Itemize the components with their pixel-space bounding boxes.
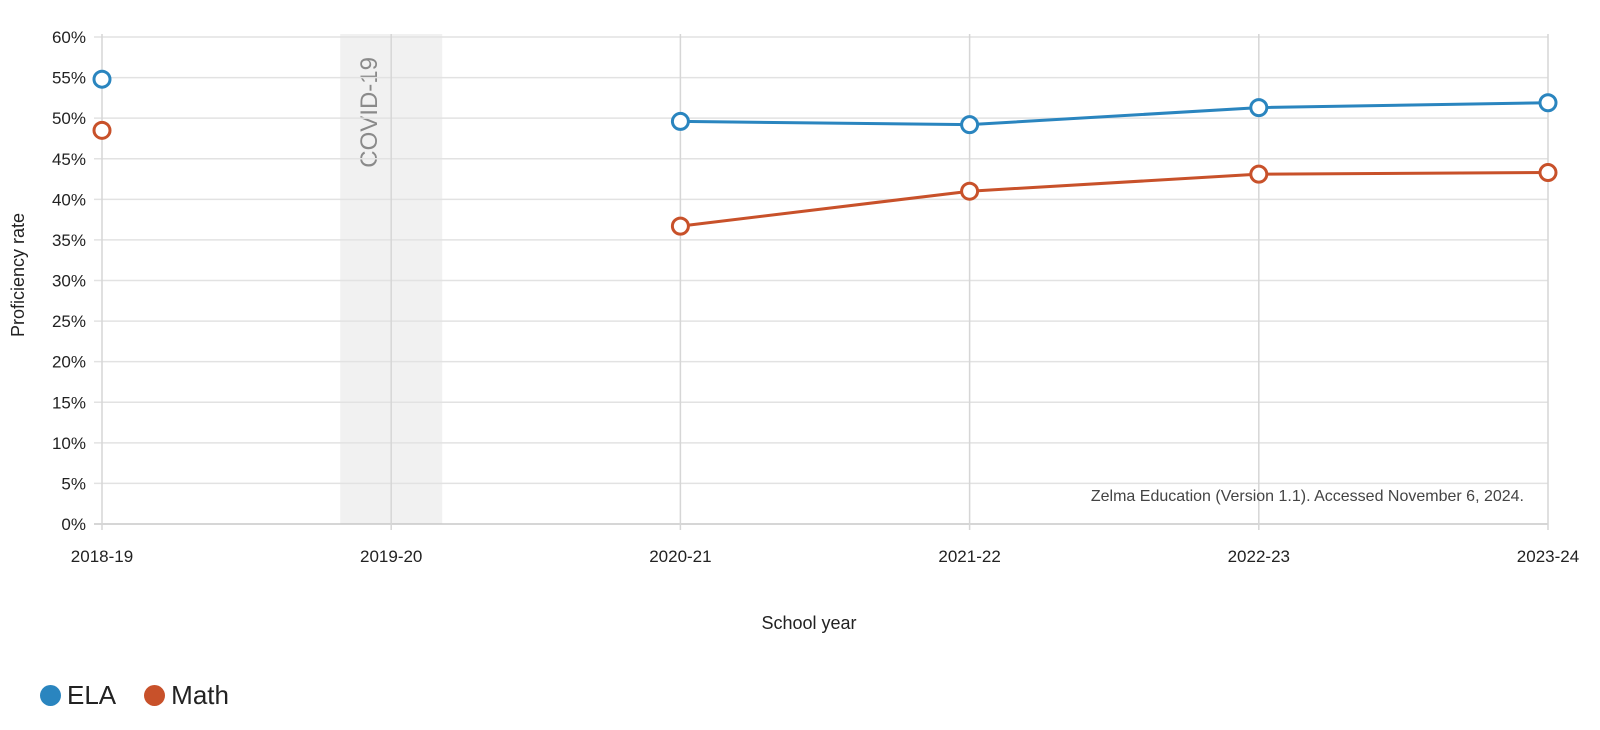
data-point-ela[interactable] bbox=[92, 69, 112, 89]
y-tick-label: 25% bbox=[52, 312, 86, 331]
y-tick-label: 5% bbox=[61, 474, 86, 493]
grid-layer bbox=[94, 34, 1549, 530]
data-point-ela[interactable] bbox=[960, 115, 980, 135]
legend: ELA Math bbox=[40, 680, 229, 710]
legend-swatch-ela bbox=[40, 684, 61, 706]
legend-label-math: Math bbox=[171, 679, 229, 710]
x-tick-label: 2019-20 bbox=[360, 547, 422, 566]
x-tick-label: 2023-24 bbox=[1517, 547, 1579, 566]
y-tick-label: 60% bbox=[52, 28, 86, 47]
axis-layer: 0% 5% 10% 15% 20% 25% 30% 35% 40% 45% 50% 55% 60% 201… bbox=[52, 28, 1579, 566]
data-point-ela[interactable] bbox=[1538, 93, 1558, 113]
x-tick-label: 2018-19 bbox=[71, 547, 133, 566]
data-point-ela[interactable] bbox=[1249, 98, 1269, 118]
y-tick-label: 50% bbox=[52, 109, 86, 128]
legend-label-ela: ELA bbox=[67, 679, 117, 710]
y-tick-label: 10% bbox=[52, 434, 86, 453]
line-chart: COVID-19 0% 5% 10% 15% 20% 25% 30% 35% 40% 45% 50%… bbox=[8, 28, 1579, 633]
y-tick-label: 40% bbox=[52, 190, 86, 209]
series-math bbox=[92, 120, 1558, 236]
series-line-math bbox=[680, 171, 1549, 228]
x-tick-label: 2022-23 bbox=[1228, 547, 1290, 566]
y-tick-label: 30% bbox=[52, 272, 86, 291]
source-note: Zelma Education (Version 1.1). Accessed … bbox=[1091, 488, 1524, 505]
x-axis-title: School year bbox=[761, 613, 856, 633]
covid-band-label: COVID-19 bbox=[356, 57, 383, 168]
y-tick-label: 20% bbox=[52, 353, 86, 372]
y-tick-label: 15% bbox=[52, 393, 86, 412]
data-point-math[interactable] bbox=[92, 120, 112, 140]
y-tick-label: 55% bbox=[52, 69, 86, 88]
legend-item-math[interactable]: Math bbox=[144, 680, 229, 711]
series-layer bbox=[92, 69, 1558, 236]
data-point-math[interactable] bbox=[670, 216, 690, 236]
y-tick-label: 0% bbox=[61, 515, 86, 534]
data-point-math[interactable] bbox=[960, 181, 980, 201]
data-point-math[interactable] bbox=[1538, 163, 1558, 183]
data-point-ela[interactable] bbox=[670, 111, 690, 131]
y-tick-label: 45% bbox=[52, 150, 86, 169]
legend-swatch-math bbox=[144, 684, 166, 706]
y-tick-label: 35% bbox=[52, 231, 86, 250]
x-tick-label: 2020-21 bbox=[649, 547, 711, 566]
series-ela bbox=[92, 69, 1558, 135]
y-axis-title: Proficiency rate bbox=[8, 213, 28, 337]
data-point-math[interactable] bbox=[1249, 164, 1269, 184]
series-line-ela bbox=[680, 101, 1549, 127]
x-tick-label: 2021-22 bbox=[938, 547, 1000, 566]
legend-item-ela[interactable]: ELA bbox=[40, 680, 116, 711]
